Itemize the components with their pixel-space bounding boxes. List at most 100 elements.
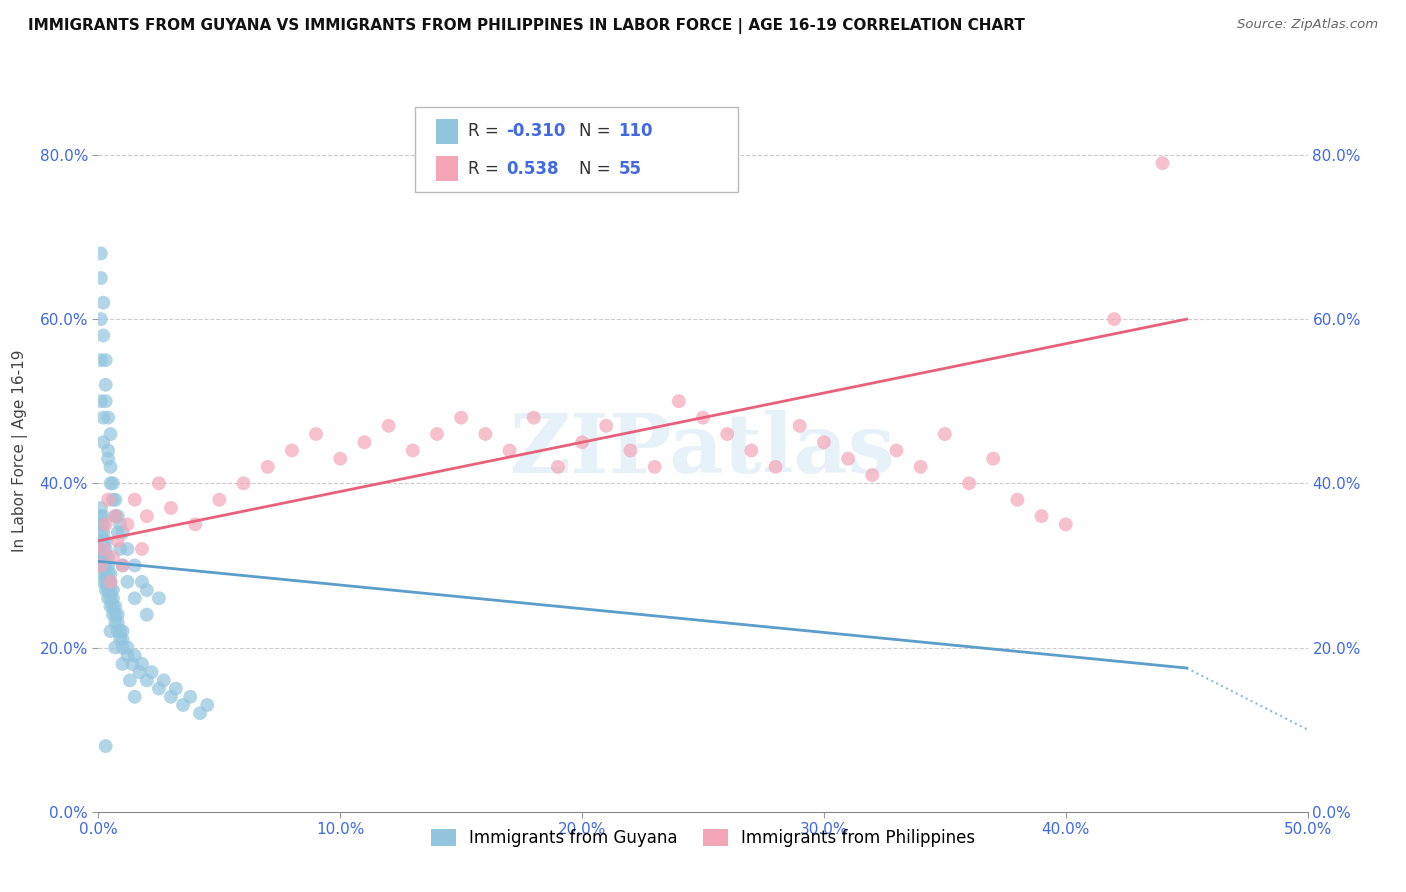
Point [121, 657, 143, 671]
Point [94, 582, 117, 597]
Point [740, 443, 762, 458]
Point [90, 550, 112, 565]
Point [91, 328, 114, 343]
Point [104, 492, 127, 507]
Point [232, 476, 254, 491]
Point [90, 558, 112, 573]
Point [837, 451, 859, 466]
Point [179, 690, 201, 704]
Legend: Immigrants from Guyana, Immigrants from Philippines: Immigrants from Guyana, Immigrants from … [425, 822, 981, 854]
Text: N =: N = [579, 160, 616, 178]
Point [94, 566, 117, 581]
Text: Source: ZipAtlas.com: Source: ZipAtlas.com [1237, 18, 1378, 31]
Point [104, 640, 127, 655]
Point [107, 509, 129, 524]
Text: ZIPatlas: ZIPatlas [510, 410, 896, 491]
Point [886, 443, 908, 458]
Point [91, 509, 114, 524]
Point [104, 509, 127, 524]
Point [644, 459, 666, 474]
Point [111, 657, 134, 671]
Point [131, 574, 153, 589]
Point [117, 574, 139, 589]
Point [135, 607, 157, 622]
Point [131, 657, 153, 671]
Point [97, 492, 120, 507]
Point [1102, 312, 1125, 326]
Point [101, 607, 124, 622]
Point [94, 574, 117, 589]
Point [94, 550, 117, 565]
Point [90, 533, 112, 548]
Point [208, 492, 231, 507]
Point [100, 599, 122, 614]
Text: -0.310: -0.310 [506, 122, 565, 140]
Point [91, 550, 114, 565]
Point [100, 459, 122, 474]
Point [107, 525, 129, 540]
Point [124, 591, 146, 606]
Point [111, 632, 134, 647]
Point [135, 509, 157, 524]
Point [108, 624, 131, 639]
Point [474, 427, 496, 442]
Point [124, 558, 146, 573]
Point [94, 517, 117, 532]
Point [97, 443, 120, 458]
Point [101, 550, 124, 565]
Point [353, 435, 375, 450]
Point [668, 394, 690, 409]
Point [523, 410, 546, 425]
Point [165, 681, 187, 696]
Point [1054, 517, 1077, 532]
Point [1007, 492, 1029, 507]
Point [148, 476, 170, 491]
Point [160, 690, 183, 704]
Point [128, 665, 150, 680]
Point [90, 509, 112, 524]
Point [124, 690, 146, 704]
Point [1031, 509, 1053, 524]
Point [108, 541, 131, 556]
Point [107, 624, 129, 639]
Point [101, 492, 124, 507]
Point [90, 394, 112, 409]
Point [90, 558, 112, 573]
Point [692, 410, 714, 425]
Point [111, 558, 134, 573]
Point [91, 533, 114, 548]
Point [91, 410, 114, 425]
Point [91, 574, 114, 589]
Text: R =: R = [468, 160, 509, 178]
Point [1152, 156, 1174, 170]
Point [981, 451, 1004, 466]
Point [97, 582, 120, 597]
Point [90, 558, 112, 573]
Point [957, 476, 980, 491]
Point [90, 500, 112, 515]
Point [329, 451, 352, 466]
Point [104, 615, 127, 630]
Point [100, 427, 122, 442]
Point [104, 607, 127, 622]
Point [90, 353, 112, 368]
Point [91, 525, 114, 540]
Text: N =: N = [579, 122, 616, 140]
Point [94, 394, 117, 409]
Point [148, 681, 170, 696]
Point [256, 459, 278, 474]
Point [100, 582, 122, 597]
Point [97, 558, 120, 573]
Point [104, 599, 127, 614]
Point [498, 443, 520, 458]
Point [195, 698, 218, 712]
Point [90, 271, 112, 285]
Point [305, 427, 328, 442]
Point [547, 459, 569, 474]
Point [90, 312, 112, 326]
Point [100, 574, 122, 589]
Point [934, 427, 956, 442]
Point [188, 706, 211, 721]
Point [141, 665, 163, 680]
Point [94, 533, 117, 548]
